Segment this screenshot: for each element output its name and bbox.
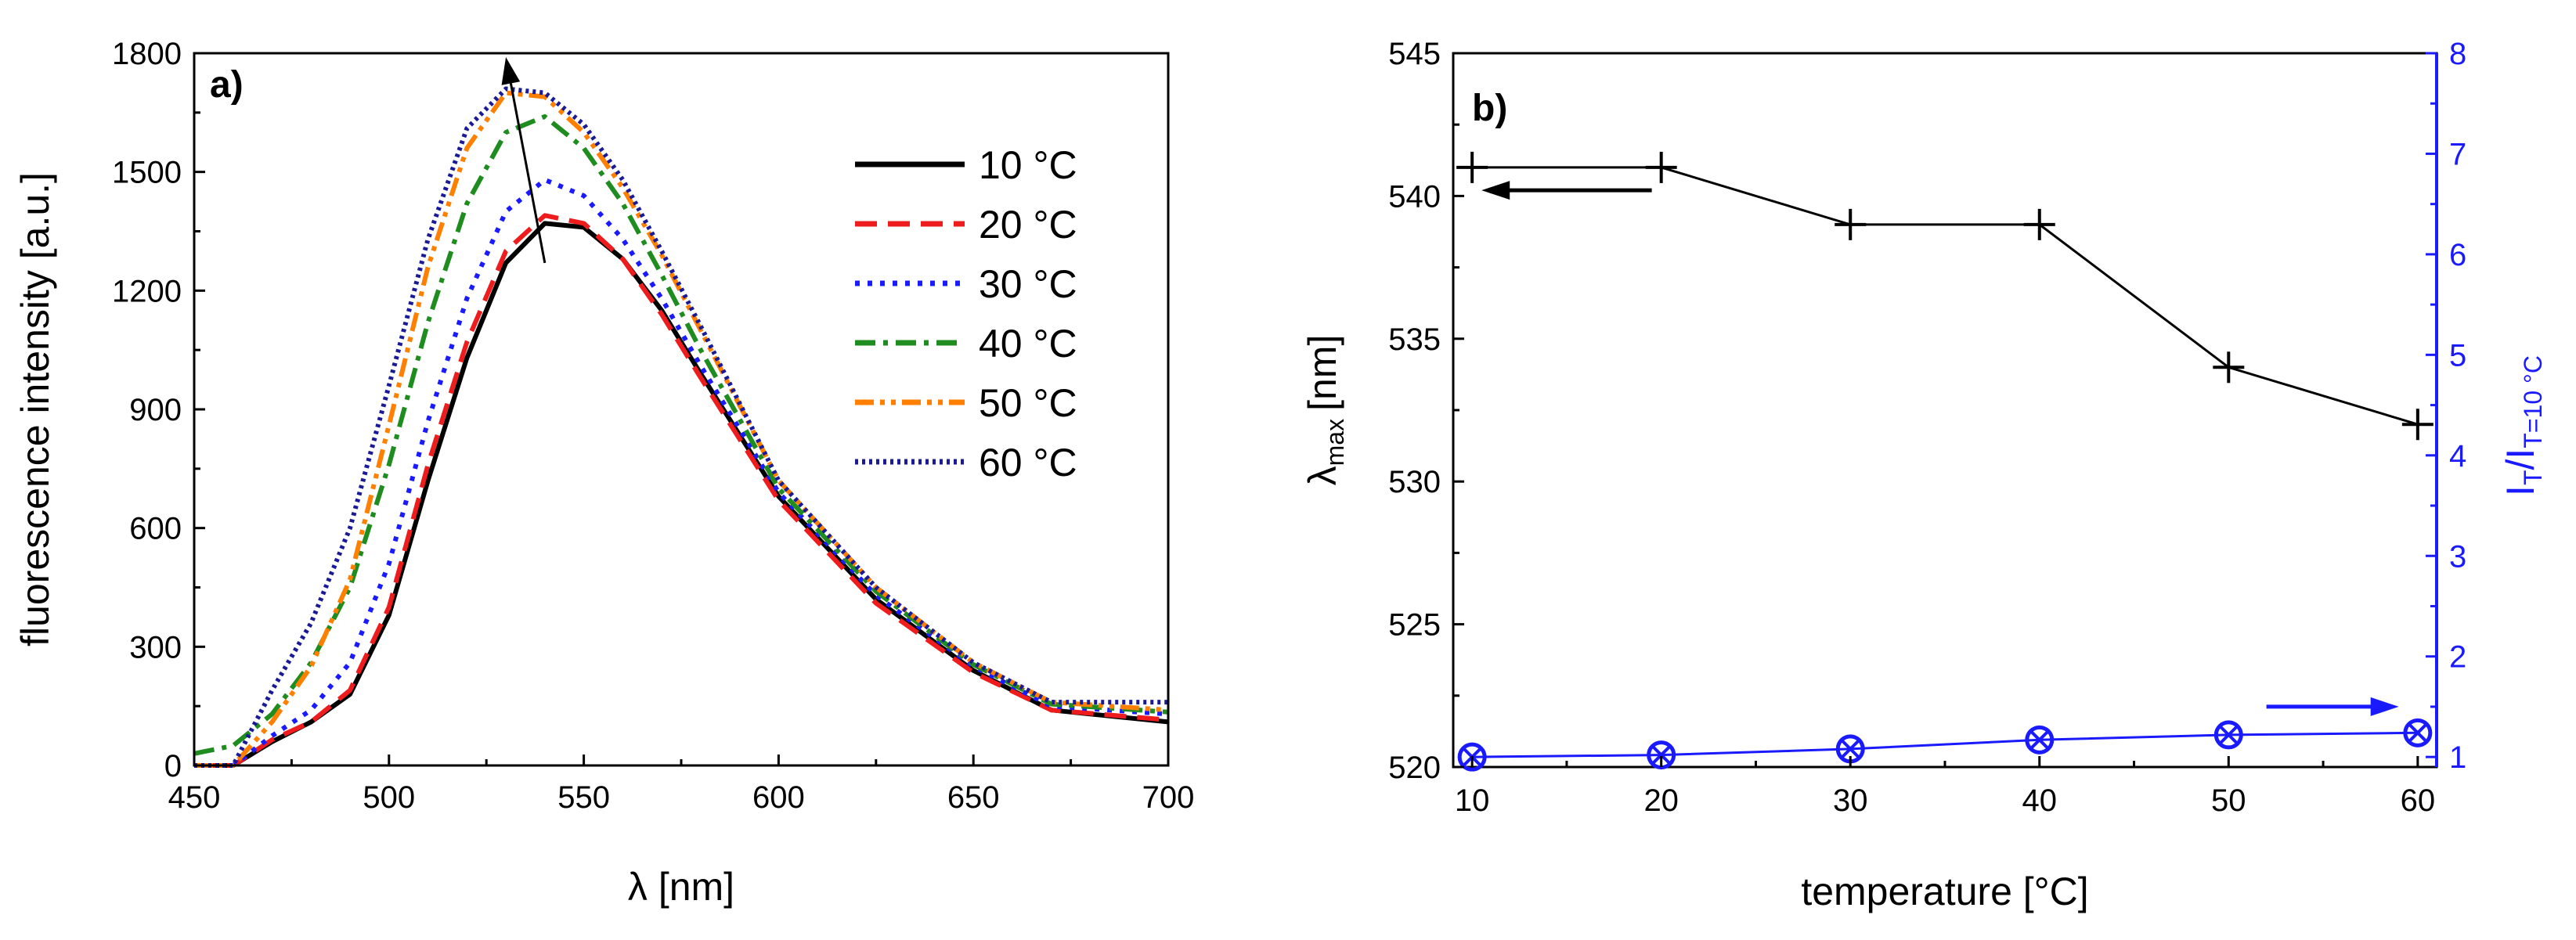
panel-b-y2-tick-label: 8	[2449, 37, 2466, 71]
panel-a-x-axis-title: λ [nm]	[628, 865, 734, 909]
panel-b-axis-arrows	[1481, 181, 2399, 716]
panel-a-y-tick-label: 300	[129, 630, 182, 664]
panel-b-point-plus	[1835, 208, 1867, 240]
panel-b-y-tick-label: 520	[1388, 751, 1441, 785]
panel-a-x-tick-label: 450	[168, 780, 221, 815]
panel-a-x-tick-label: 650	[947, 780, 1000, 815]
panel-b-right-axis-mid: /I	[2498, 448, 2542, 470]
panel-a-legend: 10 °C 20 °C 30 °C 40 °C 50 °C 60 °C	[855, 143, 1077, 484]
panel-b-point-plus	[1645, 151, 1677, 183]
panel-a-series-line-5	[194, 86, 1168, 768]
panel-a-x-tick-label: 550	[557, 780, 610, 815]
panel-a-y-tick-label: 900	[129, 393, 182, 427]
panel-b-point-circle-x	[2403, 718, 2433, 747]
panel-a-y-axis-title: fluorescence intensity [a.u.]	[13, 172, 57, 646]
panel-b-series-line-1	[1472, 731, 2418, 758]
panel-a-ticks: 450 500 550 600 650 700 0 300 600 900 1200 1500 1800	[112, 37, 1194, 815]
panel-b-point-circle-x	[2213, 720, 2243, 750]
panel-a: 450 500 550 600 650 700 0 300 600 900 1200 1500 1800…	[13, 37, 1194, 909]
panel-b-x-axis-title: temperature [°C]	[1801, 870, 2088, 913]
panel-b-y-tick-label: 535	[1388, 322, 1441, 357]
panel-b-series-line-0	[1472, 166, 2419, 426]
panel-b-y-tick-label: 545	[1388, 37, 1441, 71]
panel-b-y2-tick-label: 4	[2449, 439, 2466, 474]
panel-b-point-circle-x	[2025, 725, 2055, 755]
panel-b-y2-tick-label: 1	[2449, 740, 2466, 775]
panel-b-point-plus	[2213, 351, 2245, 384]
panel-a-series-line-0	[194, 221, 1169, 768]
panel-b-ticks: 10 20 30 40 50 60 520 525 530 535 540 545 1 2 3 4 5 6 7 8	[1388, 37, 2466, 818]
panel-b-left-axis-symbol: λ	[1301, 466, 1344, 485]
panel-b-y2-tick-label: 3	[2449, 539, 2466, 574]
panel-b-y2-tick-label: 6	[2449, 238, 2466, 272]
panel-b-y-tick-label: 525	[1388, 608, 1441, 643]
panel-b-series-group	[1456, 151, 2433, 772]
panel-b-x-tick-label: 10	[1455, 783, 1490, 818]
panel-a-y-tick-label: 1500	[112, 156, 182, 190]
left-arrow-icon	[1481, 181, 1652, 200]
panel-b-label: b)	[1472, 88, 1507, 129]
panel-b-x-tick-label: 20	[1643, 783, 1679, 818]
panel-b-right-axis-sub2: T=10 °C	[2519, 355, 2547, 448]
panel-a-legend-label-4: 50 °C	[979, 381, 1077, 425]
panel-b-right-axis-symbol: I	[2498, 485, 2542, 496]
right-arrow-icon	[2266, 697, 2399, 716]
panel-a-label: a)	[210, 64, 244, 106]
panel-b-y2-tick-label: 7	[2449, 137, 2466, 171]
panel-b-y-tick-label: 540	[1388, 179, 1441, 214]
panel-b-point-circle-x	[1647, 740, 1676, 770]
panel-a-legend-label-0: 10 °C	[979, 143, 1077, 187]
panel-a-y-tick-label: 1800	[112, 37, 182, 71]
panel-a-x-tick-label: 500	[363, 780, 415, 815]
panel-b-x-tick-label: 30	[1833, 783, 1868, 818]
panel-b-x-tick-label: 40	[2022, 783, 2058, 818]
panel-a-legend-label-2: 30 °C	[979, 262, 1077, 306]
panel-a-series-group	[193, 86, 1169, 768]
panel-a-legend-label-3: 40 °C	[979, 322, 1077, 366]
panel-a-x-tick-label: 600	[752, 780, 805, 815]
panel-b-left-axis-unit: [nm]	[1301, 335, 1344, 411]
panel-a-series-line-4	[194, 90, 1169, 768]
panel-b-plot-frame	[1452, 52, 2438, 769]
panel-b-left-axis-title: λmax [nm]	[1301, 335, 1349, 486]
panel-b-point-plus	[1456, 151, 1488, 183]
panel-a-legend-label-5: 60 °C	[979, 441, 1077, 484]
panel-b: 10 20 30 40 50 60 520 525 530 535 540 545 1 2 3 4 5 6 7 8 b…	[1301, 37, 2547, 913]
panel-a-y-tick-label: 1200	[112, 274, 182, 308]
panel-a-x-tick-label: 700	[1142, 780, 1195, 815]
panel-b-y2-tick-label: 5	[2449, 338, 2466, 373]
panel-a-shift-arrow	[501, 57, 547, 264]
panel-b-x-tick-label: 60	[2401, 783, 2436, 818]
panel-b-right-axis-title: IT/IT=10 °C	[2498, 355, 2547, 496]
panel-a-legend-label-1: 20 °C	[979, 203, 1077, 247]
panel-b-right-axis-sub1: T	[2519, 470, 2547, 485]
panel-b-point-plus	[2401, 409, 2433, 441]
panel-b-left-axis-subscript: max	[1321, 419, 1349, 466]
panel-a-y-tick-label: 0	[164, 749, 182, 783]
panel-b-y-tick-label: 530	[1388, 465, 1441, 499]
panel-b-y2-tick-label: 2	[2449, 640, 2466, 675]
panel-a-series-line-1	[194, 213, 1169, 768]
panel-a-y-tick-label: 600	[129, 512, 182, 546]
panel-b-x-tick-label: 50	[2211, 783, 2246, 818]
panel-b-point-plus	[2023, 208, 2055, 240]
